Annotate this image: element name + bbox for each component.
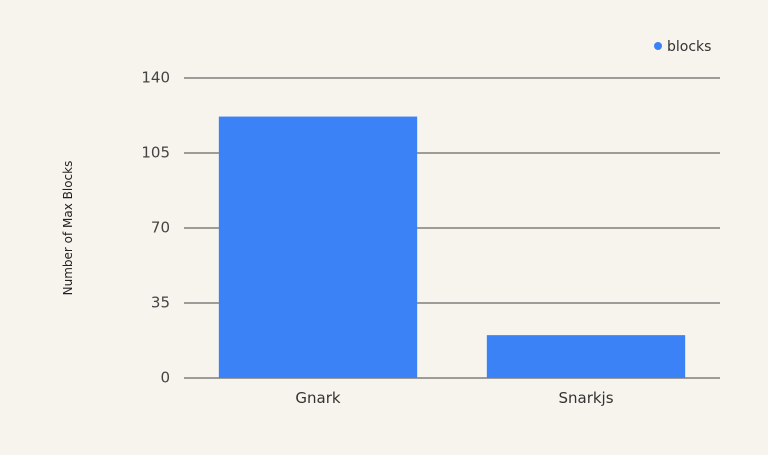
x-axis-ticks: Gnark Snarkjs	[295, 389, 613, 407]
x-tick-label-snarkjs: Snarkjs	[558, 389, 613, 407]
bars	[219, 117, 685, 378]
legend-label-blocks: blocks	[667, 39, 711, 55]
y-axis-title: Number of Max Blocks	[61, 161, 75, 296]
legend: blocks	[654, 39, 711, 55]
bar-snarkjs	[487, 335, 685, 378]
y-tick-label-0: 0	[160, 369, 170, 387]
x-tick-label-gnark: Gnark	[295, 389, 340, 407]
legend-swatch-blocks	[654, 42, 662, 50]
y-axis-ticks: 0 35 70 105 140	[141, 69, 170, 387]
bar-gnark	[219, 117, 417, 378]
y-tick-label-105: 105	[141, 144, 170, 162]
y-tick-label-70: 70	[151, 219, 170, 237]
y-tick-label-35: 35	[151, 294, 170, 312]
y-tick-label-140: 140	[141, 69, 170, 87]
